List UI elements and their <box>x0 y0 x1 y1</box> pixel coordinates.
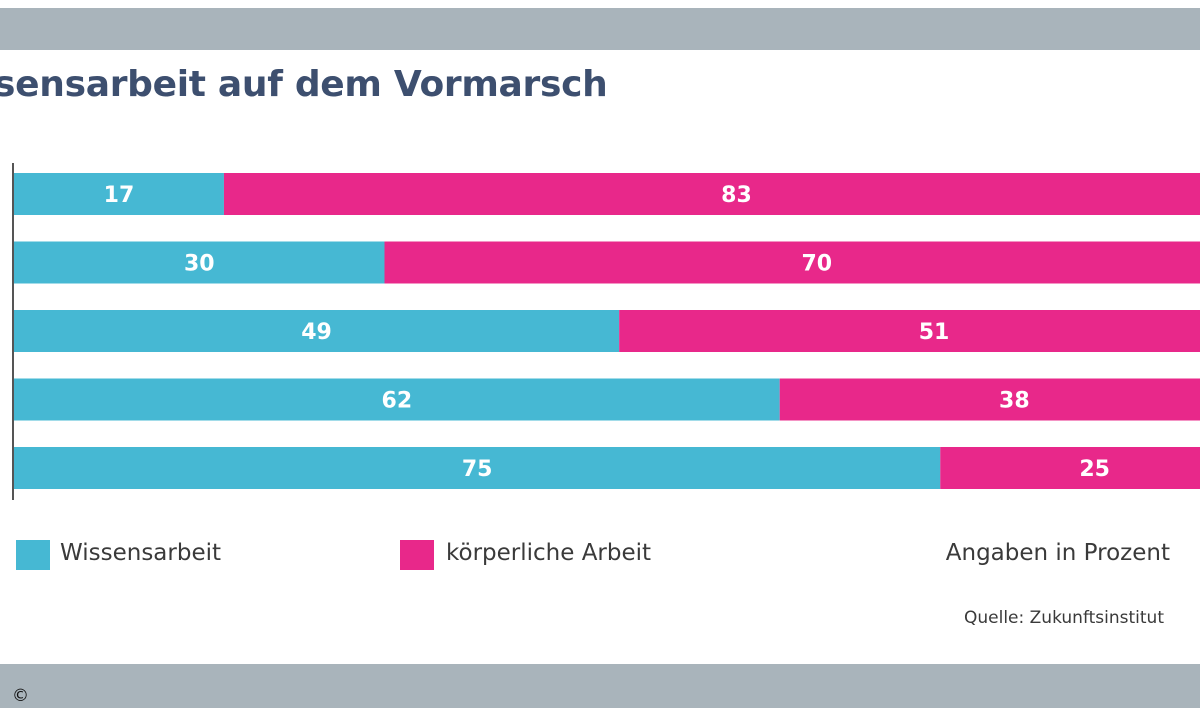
bar-value-label: 49 <box>301 320 332 345</box>
bar-segment <box>223 173 1200 215</box>
bar-segment <box>779 378 1200 421</box>
bar-segment <box>384 241 1200 284</box>
bar-segment <box>14 173 224 215</box>
legend-swatch-wissensarbeit <box>16 540 50 570</box>
legend-swatch-koerperliche-arbeit <box>400 540 434 570</box>
copyright-symbol: © <box>12 686 29 706</box>
bar-segment <box>14 241 385 284</box>
bottom-band <box>0 664 1200 708</box>
bar-segment <box>940 447 1200 489</box>
bar-value-label: 38 <box>999 389 1030 414</box>
bar-segment <box>14 310 620 352</box>
legend-label-koerperliche-arbeit: körperliche Arbeit <box>446 540 652 566</box>
top-band <box>0 8 1200 50</box>
bar-value-label: 62 <box>382 389 413 414</box>
source-note: Quelle: Zukunftsinstitut <box>964 608 1164 628</box>
bar-value-label: 30 <box>184 252 215 277</box>
bar-segment <box>14 378 780 421</box>
bar-value-label: 75 <box>462 457 493 482</box>
bar-value-label: 83 <box>721 183 752 208</box>
unit-note: Angaben in Prozent <box>945 540 1170 566</box>
bar-value-label: 51 <box>919 320 950 345</box>
bar-value-label: 70 <box>801 252 832 277</box>
legend-label-wissensarbeit: Wissensarbeit <box>60 540 222 566</box>
bar-group: 17 83 30 70 49 51 62 38 75 25 <box>14 173 1200 489</box>
chart-title: sensarbeit auf dem Vormarsch <box>0 64 608 105</box>
bar-segment <box>14 447 941 489</box>
bar-value-label: 25 <box>1079 457 1110 482</box>
chart-plot: 17 83 30 70 49 51 62 38 75 25 <box>12 163 1200 500</box>
bar-value-label: 17 <box>104 183 135 208</box>
bar-segment <box>619 310 1200 352</box>
